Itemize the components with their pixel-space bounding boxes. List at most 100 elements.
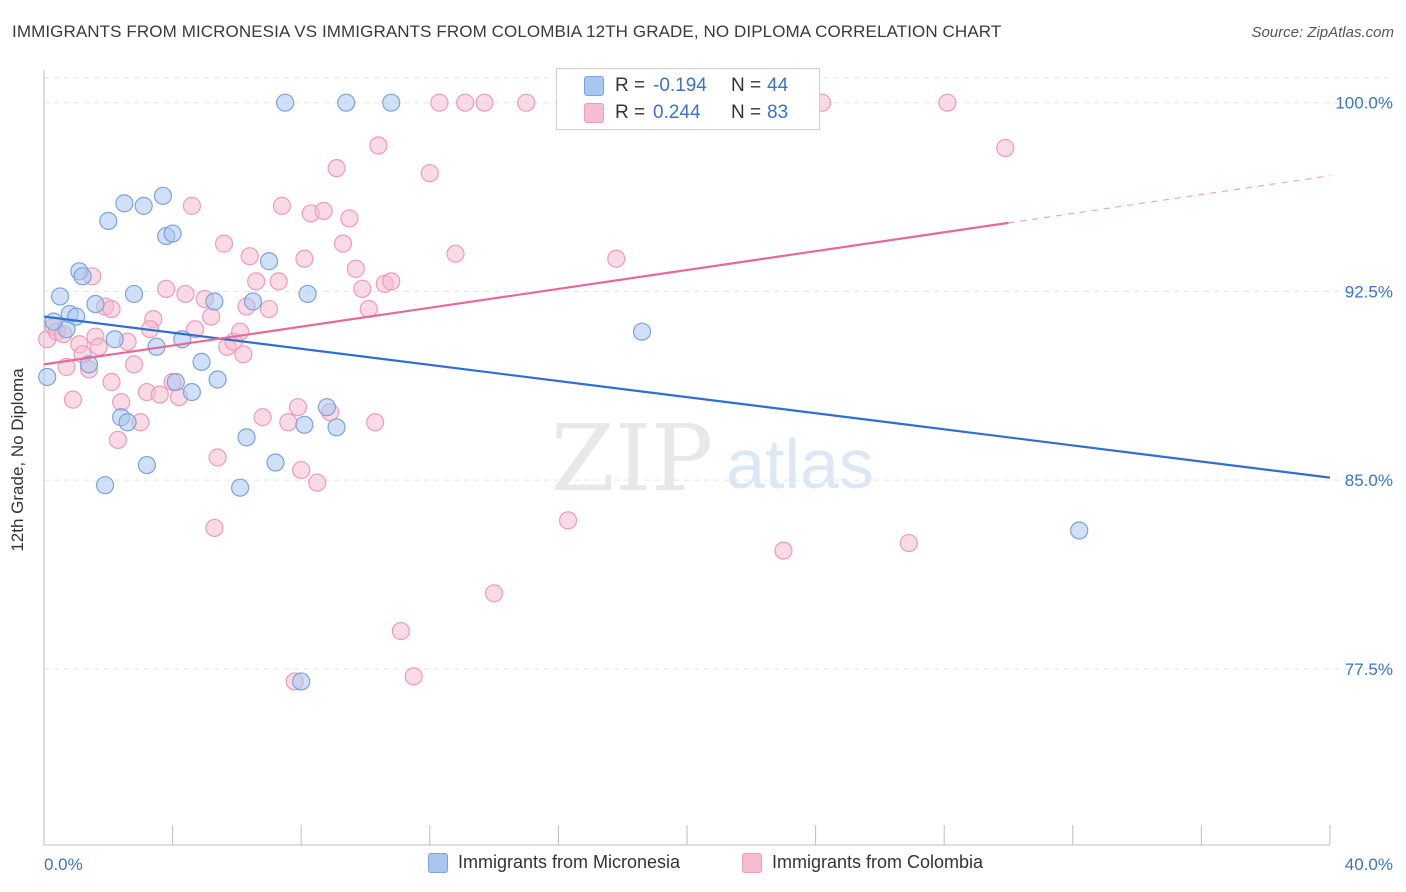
micronesia-swatch (584, 76, 604, 96)
trend-lines (43, 175, 1331, 479)
legend-item-colombia[interactable]: Immigrants from Colombia (742, 852, 983, 873)
colombia-point (186, 320, 205, 339)
micronesia-point (79, 355, 99, 374)
micronesia-point (153, 186, 173, 205)
micronesia-point (337, 93, 356, 112)
colombia-point (253, 408, 272, 427)
colombia-point (214, 234, 234, 253)
micronesia-point (118, 413, 137, 432)
colombia-swatch (584, 103, 604, 123)
colombia-point (231, 322, 250, 341)
watermark-zip: ZIP (551, 405, 713, 512)
n-value: 44 (767, 75, 789, 96)
colombia-point (607, 249, 626, 268)
colombia-point (899, 533, 918, 553)
micronesia-point (95, 476, 115, 495)
colombia-point (63, 390, 83, 409)
colombia-point (150, 385, 169, 404)
micronesia-point (67, 307, 86, 326)
zipatlas-watermark: ZIP atlas (551, 405, 874, 512)
colombia-point (176, 284, 195, 304)
micronesia-point (73, 267, 92, 286)
colombia-point (234, 345, 253, 364)
colombia-point (340, 209, 359, 228)
n-label: N = (731, 75, 762, 96)
colombia-legend-swatch (742, 852, 762, 873)
micronesia-point (327, 418, 346, 437)
colombia-point (308, 473, 327, 492)
colombia-point (89, 337, 108, 356)
colombia-point (382, 272, 401, 291)
grid-lines (44, 77, 1395, 670)
micronesia-point (298, 284, 317, 304)
y-tick-label: 85.0% (1345, 471, 1393, 490)
y-tick-label: 77.5% (1345, 660, 1393, 679)
y-axis-label: 12th Grade, No Diploma (8, 368, 27, 552)
colombia-point (102, 299, 121, 319)
colombia-point (208, 448, 227, 467)
micronesia-point (295, 415, 314, 434)
micronesia-point (266, 453, 285, 472)
axes (43, 70, 1331, 846)
micronesia-point (182, 382, 201, 402)
colombia-point (404, 667, 423, 686)
watermark-atlas: atlas (726, 425, 874, 503)
colombia-point (288, 398, 308, 417)
trend-line (43, 315, 1331, 479)
tick-labels: 77.5% 85.0% 92.5% 100.0% 0.0% 40.0% (44, 94, 1393, 874)
colombia-point (259, 299, 279, 319)
colombia-point (240, 247, 259, 266)
micronesia-point (115, 194, 134, 213)
chart-title: IMMIGRANTS FROM MICRONESIA VS IMMIGRANTS… (12, 22, 1002, 41)
n-value: 83 (767, 102, 789, 123)
legend-label: Immigrants from Colombia (772, 852, 984, 872)
micronesia-point (237, 428, 256, 447)
micronesia-point (276, 93, 295, 112)
micronesia-point (192, 352, 211, 371)
colombia-point (774, 541, 793, 560)
micronesia-point (105, 330, 124, 349)
legend-item-micronesia[interactable]: Immigrants from Micronesia (428, 852, 680, 873)
colombia-point (353, 279, 372, 299)
colombia-point (269, 272, 288, 291)
colombia-point (108, 430, 128, 449)
micronesia-point (134, 196, 153, 215)
colombia-point (517, 93, 536, 112)
n-label: N = (731, 102, 762, 123)
colombia-point (182, 196, 201, 215)
colombia-point (420, 164, 439, 183)
micronesia-point (243, 292, 263, 311)
colombia-point (558, 511, 578, 530)
colombia-point (205, 518, 224, 538)
micronesia-point (86, 294, 105, 314)
micronesia-point (38, 367, 57, 387)
colombia-point (369, 136, 388, 155)
micronesia-point (124, 284, 144, 304)
micronesia-point (50, 287, 70, 306)
r-label: R = (615, 102, 646, 123)
stats-legend: R = -0.194 N = 44 R = 0.244 N = 83 (556, 68, 820, 130)
trend-line-extension (1008, 175, 1331, 224)
colombia-point (202, 307, 221, 326)
colombia-point (996, 138, 1015, 158)
r-value: -0.194 (653, 75, 707, 96)
micronesia-point (205, 292, 224, 311)
trend-line (43, 221, 1009, 366)
micronesia-point (231, 478, 250, 497)
legend-label: Immigrants from Micronesia (458, 852, 681, 872)
micronesia-point (44, 312, 63, 331)
colombia-point (102, 372, 121, 392)
colombia-point (446, 244, 465, 263)
colombia-point (314, 201, 333, 221)
colombia-point (366, 413, 385, 432)
series-legend: Immigrants from Micronesia Immigrants fr… (0, 852, 1406, 876)
micronesia-point (137, 455, 156, 475)
micronesia-point (632, 322, 652, 341)
colombia-point (346, 259, 365, 278)
x-tick-label: 40.0% (1345, 855, 1393, 874)
r-label: R = (615, 75, 646, 96)
colombia-point (391, 622, 410, 641)
colombia-point (157, 279, 176, 299)
micronesia-point (259, 252, 279, 271)
colombia-point (247, 272, 266, 291)
